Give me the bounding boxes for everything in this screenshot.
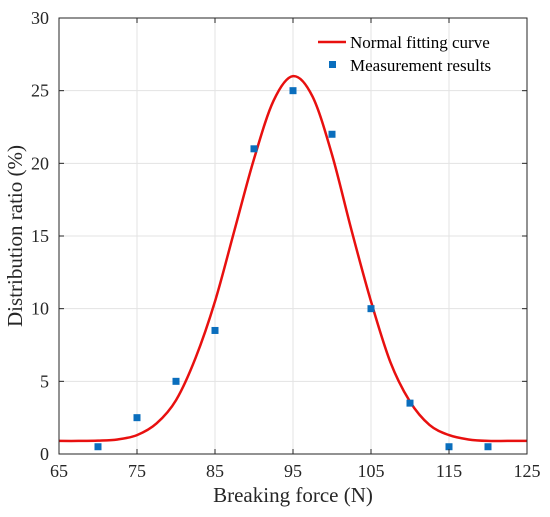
x-tick-label: 95 [284, 461, 302, 481]
measurement-point [328, 130, 336, 138]
fit-curve-series [58, 74, 527, 443]
measurement-point [250, 145, 258, 153]
y-tick-label: 10 [31, 299, 49, 319]
x-tick-label: 125 [514, 461, 541, 481]
x-tick-label: 75 [128, 461, 146, 481]
measurement-point [289, 87, 297, 95]
legend-marker-swatch [329, 61, 336, 68]
legend: Normal fitting curve Measurement results [318, 33, 491, 75]
x-tick-label: 105 [358, 461, 385, 481]
y-tick-label: 5 [40, 371, 49, 391]
y-tick-label: 0 [40, 444, 49, 464]
measurement-point [484, 443, 492, 451]
measurement-point [211, 326, 219, 334]
y-tick-label: 25 [31, 81, 49, 101]
x-axis-label: Breaking force (N) [213, 483, 373, 507]
measurement-point [367, 305, 375, 313]
legend-label-fit: Normal fitting curve [350, 33, 490, 52]
y-tick-label: 30 [31, 8, 49, 28]
y-tick-label: 20 [31, 153, 49, 173]
fit-curve-line [58, 74, 527, 443]
measurement-point [445, 443, 453, 451]
y-axis-label: Distribution ratio (%) [3, 145, 27, 327]
measurement-point [94, 443, 102, 451]
x-tick-label: 65 [50, 461, 68, 481]
axis-ticks: 65 75 85 95 105 115 125 0 5 10 15 20 25 30 [31, 8, 541, 481]
measurement-point [172, 377, 180, 385]
y-tick-label: 15 [31, 226, 49, 246]
measurement-series [94, 87, 492, 451]
x-tick-label: 115 [436, 461, 462, 481]
measurement-point [133, 414, 141, 422]
x-tick-label: 85 [206, 461, 224, 481]
legend-label-measurement: Measurement results [350, 56, 491, 75]
measurement-point [406, 399, 414, 407]
